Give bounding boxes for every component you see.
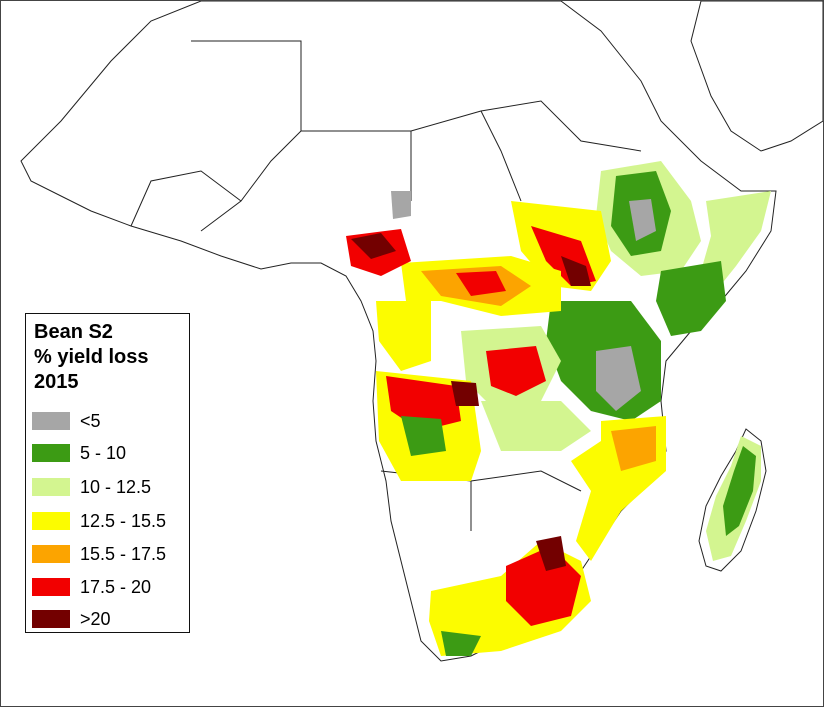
legend-label: >20: [80, 608, 111, 629]
region-drc-red: [486, 346, 546, 396]
region-madagascar-green: [723, 446, 756, 536]
region-cameroon-dark: [351, 233, 396, 259]
legend-label: 5 - 10: [80, 442, 127, 463]
legend-item-lt5: <5: [32, 410, 101, 432]
region-angola-green: [401, 416, 446, 456]
legend-swatch: [32, 478, 70, 496]
arabian-peninsula: [690, 1, 823, 152]
region-tanzania-grey: [596, 346, 641, 411]
legend-title-year: 2015: [34, 371, 79, 393]
legend-label: <5: [80, 410, 101, 431]
region-zambia: [481, 401, 591, 451]
border-5: [130, 170, 242, 227]
legend-label: 15.5 - 17.5: [80, 543, 167, 564]
yield-loss-raster: [346, 161, 771, 656]
region-ethiopia-grey: [629, 199, 656, 241]
map-legend: Bean S2 % yield loss 2015 <5 5 - 10 10 -…: [25, 313, 190, 633]
legend-item-12-5-15-5: 12.5 - 15.5: [32, 510, 166, 532]
legend-label: 17.5 - 20: [80, 576, 152, 597]
legend-swatch: [32, 545, 70, 563]
legend-swatch: [32, 444, 70, 462]
border-2: [200, 130, 302, 232]
region-south-africa-dark: [536, 536, 566, 571]
legend-swatch: [32, 412, 70, 430]
legend-label: 10 - 12.5: [80, 476, 152, 497]
legend-item-15-5-17-5: 15.5 - 17.5: [32, 543, 166, 565]
region-angola-dark: [451, 381, 479, 406]
region-mozambique-orange: [611, 426, 656, 471]
border-4: [480, 100, 642, 152]
region-congo-west: [376, 301, 431, 371]
region-cameroon-grey: [391, 191, 411, 219]
legend-label: 12.5 - 15.5: [80, 510, 167, 531]
region-kenya: [656, 261, 726, 336]
legend-item-5-10: 5 - 10: [32, 442, 126, 464]
region-sudan-dark: [561, 256, 591, 286]
legend-swatch: [32, 512, 70, 530]
region-car-red: [456, 271, 506, 296]
legend-title-metric: % yield loss: [34, 346, 149, 368]
legend-title: Bean S2 % yield loss 2015: [34, 320, 149, 395]
legend-title-crop: Bean S2: [34, 321, 113, 343]
legend-swatch: [32, 610, 70, 628]
border-7: [470, 470, 582, 492]
border-3: [410, 110, 522, 202]
legend-swatch: [32, 578, 70, 596]
legend-item-17-5-20: 17.5 - 20: [32, 576, 151, 598]
legend-item-gt20: >20: [32, 608, 111, 630]
legend-item-10-12-5: 10 - 12.5: [32, 476, 151, 498]
region-south-africa-green: [441, 631, 481, 656]
